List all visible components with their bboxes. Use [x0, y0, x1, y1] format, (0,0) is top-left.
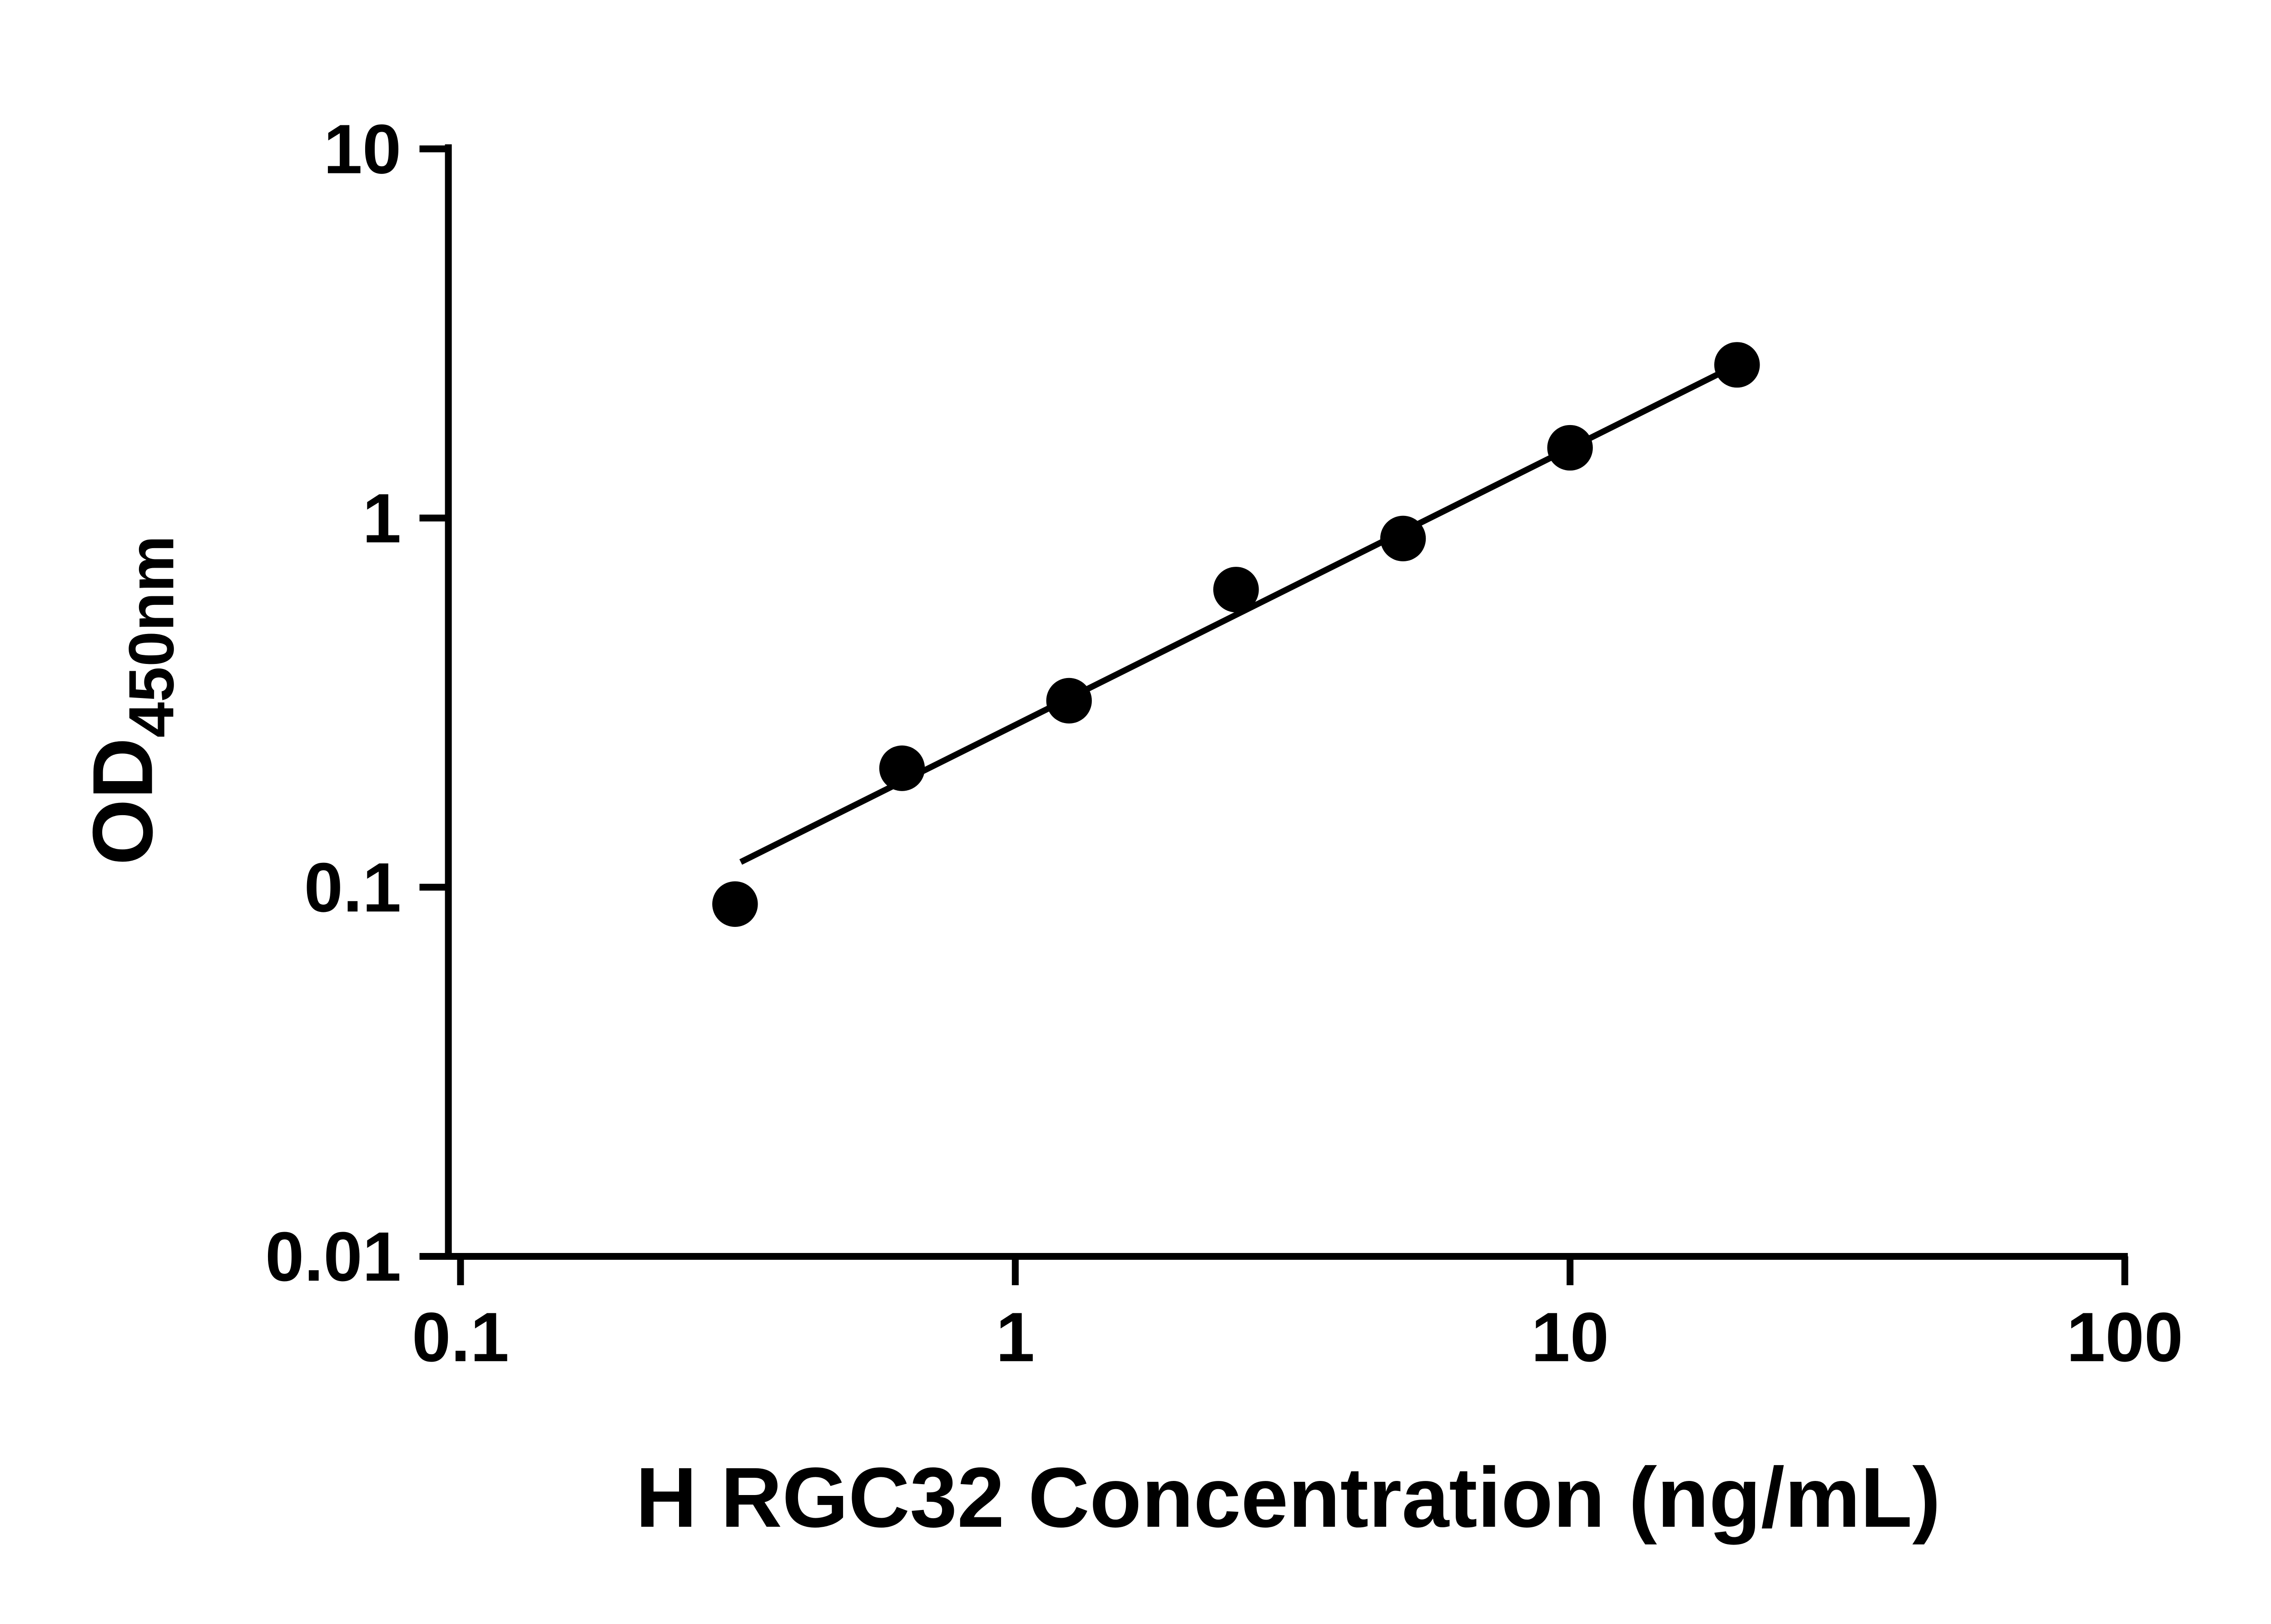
data-point [1046, 678, 1092, 724]
x-tick-label: 100 [2067, 1298, 2183, 1376]
x-axis-title: H RGC32 Concentration (ng/mL) [635, 1450, 1940, 1545]
y-tick-label: 0.1 [304, 848, 401, 926]
data-point [879, 745, 925, 791]
y-tick-label: 0.01 [265, 1218, 402, 1296]
data-point [1213, 567, 1259, 613]
y-axis-title: OD450nm [75, 535, 187, 865]
data-point [1547, 425, 1593, 471]
x-tick-label: 1 [996, 1298, 1035, 1376]
y-tick-label: 10 [323, 110, 401, 188]
x-tick-label: 10 [1531, 1298, 1609, 1376]
data-point [712, 881, 758, 927]
y-tick-label: 1 [362, 479, 402, 557]
data-point [1380, 515, 1426, 562]
data-point [1714, 342, 1760, 388]
x-tick-label: 0.1 [412, 1298, 509, 1376]
